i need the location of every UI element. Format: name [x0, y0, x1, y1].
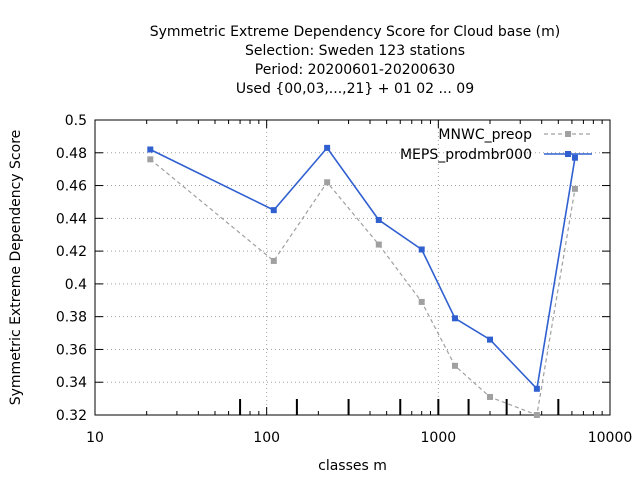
y-tick-label: 0.34 [56, 375, 87, 391]
series [147, 144, 578, 418]
y-tick-label: 0.48 [56, 146, 87, 162]
legend-label: MEPS_prodmbr000 [400, 147, 532, 163]
data-point [533, 385, 540, 392]
title-line: Used {00,03,...,21} + 01 02 ... 09 [236, 81, 474, 97]
data-point [418, 246, 425, 253]
legend-swatch-marker [565, 131, 571, 137]
y-tick-label: 0.5 [65, 113, 87, 129]
y-axis-label: Symmetric Extreme Dependency Score [8, 130, 24, 406]
y-tick-label: 0.32 [56, 408, 87, 424]
title-line: Symmetric Extreme Dependency Score for C… [150, 24, 560, 40]
y-tick-label: 0.4 [65, 277, 87, 293]
axis-ticks: 0.32 0.34 0.36 0.38 0.4 0.42 0.44 0.46 0.48 0.5 10… [56, 113, 632, 446]
chart-title: Symmetric Extreme Dependency Score for C… [150, 24, 560, 97]
x-axis-label: classes m [318, 458, 387, 474]
data-point [418, 298, 425, 305]
data-point [324, 144, 331, 151]
data-point [375, 241, 382, 248]
data-point [451, 315, 458, 322]
data-point [147, 156, 154, 163]
data-point [487, 393, 494, 400]
x-tick-label: 10 [86, 430, 104, 446]
data-point [270, 257, 277, 264]
data-point [324, 179, 331, 186]
y-tick-label: 0.38 [56, 310, 87, 326]
data-point [533, 412, 540, 418]
y-tick-label: 0.46 [56, 179, 87, 195]
data-point [487, 336, 494, 343]
data-point [147, 146, 154, 153]
title-line: Selection: Sweden 123 stations [245, 43, 465, 59]
data-point [270, 207, 277, 214]
data-point [375, 216, 382, 223]
data-point [571, 185, 578, 192]
series-line-MEPS_prodmbr000 [149, 146, 576, 391]
class-marks [239, 399, 560, 415]
grid [95, 120, 610, 415]
legend-label: MNWC_preop [438, 127, 532, 143]
plot-frame [94, 119, 611, 416]
title-line: Period: 20200601-20200630 [255, 62, 455, 78]
x-tick-label: 100 [253, 430, 280, 446]
y-tick-label: 0.42 [56, 244, 87, 260]
legend-swatch-marker [565, 151, 571, 157]
y-tick-label: 0.44 [56, 211, 87, 227]
x-tick-label: 10000 [588, 430, 633, 446]
x-tick-label: 1000 [421, 430, 457, 446]
legend: MNWC_preop MEPS_prodmbr000 [400, 127, 592, 163]
data-point [571, 154, 578, 161]
data-point [451, 362, 458, 369]
y-tick-label: 0.36 [56, 342, 87, 358]
